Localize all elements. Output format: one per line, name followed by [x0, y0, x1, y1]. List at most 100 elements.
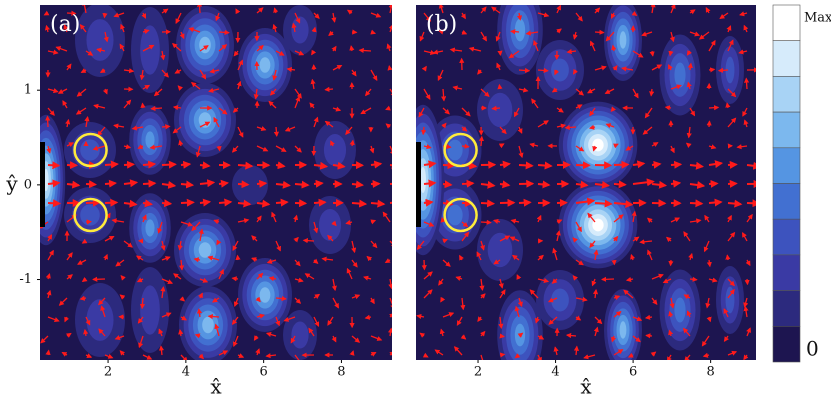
flow-arrow [746, 213, 753, 223]
flow-arrow [537, 277, 550, 283]
flow-arrow [161, 256, 171, 261]
flow-arrow [160, 240, 166, 251]
flow-arrow [366, 255, 373, 262]
flow-arrow [744, 278, 750, 286]
flow-arrow [480, 88, 490, 98]
flow-arrow [66, 252, 73, 261]
flow-arrow [438, 29, 444, 35]
contour-region [318, 209, 342, 241]
flow-arrow [639, 239, 653, 245]
highlight-circle [443, 132, 478, 168]
flow-arrow [705, 7, 711, 14]
flow-arrow [102, 12, 108, 19]
flow-arrow [370, 199, 386, 208]
flow-arrow [233, 297, 239, 307]
flow-arrow [537, 120, 549, 128]
flow-arrow [251, 235, 258, 242]
flow-arrow [190, 81, 201, 90]
flow-arrow [440, 217, 446, 223]
flow-arrow [199, 45, 209, 52]
flow-arrow [207, 255, 220, 261]
flow-arrow [706, 259, 712, 268]
flow-arrow [141, 214, 147, 223]
flow-arrow [565, 332, 577, 339]
flow-arrow [233, 50, 239, 57]
flow-arrow [632, 160, 646, 169]
flow-arrow [370, 219, 377, 225]
flow-arrow [727, 350, 738, 356]
contour-region [291, 321, 309, 349]
flow-arrow [102, 88, 108, 95]
flow-arrow [47, 88, 59, 94]
flow-arrow [142, 199, 153, 208]
flow-arrow [346, 267, 353, 280]
panel-label: (a) [50, 12, 80, 37]
flow-arrow [180, 160, 192, 169]
flow-arrow [499, 235, 511, 242]
flow-arrow [104, 235, 115, 242]
flow-arrow [351, 69, 357, 77]
flow-arrow [140, 102, 146, 109]
flow-arrow [286, 66, 296, 73]
flow-arrow [440, 296, 446, 303]
flow-arrow [442, 180, 453, 189]
flow-arrow [111, 218, 125, 224]
flow-arrow [537, 12, 550, 18]
flow-arrow [423, 271, 433, 280]
flow-arrow [610, 106, 616, 113]
flow-arrow [237, 161, 254, 170]
flow-arrow [123, 240, 133, 248]
flow-arrow [142, 354, 153, 360]
flow-arrow [142, 29, 150, 35]
flow-arrow [194, 333, 201, 339]
flow-arrow [83, 328, 89, 337]
flow-arrow [149, 144, 163, 150]
flow-arrow [388, 278, 392, 290]
flow-arrow [114, 335, 125, 341]
colorbar-level [772, 147, 801, 184]
flow-arrow [727, 179, 738, 188]
contour-region [86, 299, 114, 341]
flow-arrow [516, 12, 523, 21]
flow-arrow [275, 240, 281, 252]
contour-region [619, 31, 627, 49]
flow-arrow [79, 295, 87, 301]
flow-arrow [572, 68, 578, 75]
flow-arrow [499, 352, 506, 358]
x-tick-label: 8 [707, 365, 715, 380]
flow-arrow [135, 255, 144, 261]
flow-arrow [537, 254, 544, 261]
flow-arrow [723, 335, 729, 342]
flow-arrow [525, 30, 539, 36]
flow-arrow [351, 180, 364, 189]
flow-arrow [84, 116, 90, 128]
flow-arrow [47, 234, 53, 242]
flow-arrow [275, 145, 287, 152]
flow-arrow [438, 278, 444, 286]
flow-arrow [612, 235, 619, 242]
flow-arrow [370, 29, 377, 35]
flow-arrow [324, 120, 334, 128]
contour-region [323, 134, 347, 166]
flow-arrow [537, 67, 549, 74]
flow-arrow [313, 179, 324, 188]
flow-arrow [294, 277, 304, 283]
flow-arrow [668, 329, 674, 337]
flow-arrow [198, 353, 204, 360]
flow-arrow [179, 296, 186, 302]
flow-arrow [682, 327, 691, 337]
flow-arrow [58, 297, 68, 306]
flow-arrow [701, 335, 710, 347]
flow-arrow [727, 39, 734, 52]
flow-arrow [55, 46, 68, 52]
flow-arrow [275, 316, 281, 327]
flow-arrow [43, 10, 50, 16]
flow-arrow [47, 249, 54, 261]
flow-arrow [499, 180, 511, 189]
flow-arrow [389, 145, 392, 156]
flow-arrow [256, 44, 264, 52]
body [416, 142, 421, 227]
flow-arrow [548, 316, 558, 325]
flow-arrow [64, 316, 70, 323]
flow-arrow [453, 346, 463, 356]
